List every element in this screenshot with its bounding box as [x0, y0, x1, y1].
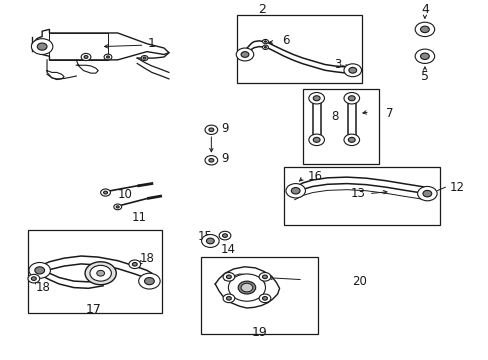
Circle shape [343, 64, 361, 77]
Circle shape [285, 184, 305, 198]
Circle shape [90, 265, 111, 281]
Text: 8: 8 [330, 110, 338, 123]
Text: 7: 7 [385, 107, 393, 120]
Circle shape [97, 270, 104, 276]
Text: 2: 2 [257, 3, 265, 16]
Circle shape [259, 273, 270, 281]
Text: 15: 15 [198, 230, 212, 243]
Text: 11: 11 [132, 211, 147, 224]
Bar [27, 230, 161, 313]
Circle shape [264, 41, 266, 42]
Circle shape [308, 93, 324, 104]
Circle shape [264, 46, 266, 48]
Circle shape [201, 234, 219, 247]
Circle shape [204, 125, 217, 134]
Circle shape [262, 275, 267, 279]
Circle shape [343, 93, 359, 104]
Text: 4: 4 [420, 3, 428, 16]
Circle shape [103, 191, 107, 194]
Circle shape [236, 48, 253, 61]
Bar [200, 257, 317, 334]
Circle shape [104, 54, 112, 60]
Circle shape [28, 274, 40, 283]
Circle shape [222, 234, 227, 237]
Text: 9: 9 [221, 152, 228, 165]
Text: 3: 3 [334, 58, 341, 71]
Circle shape [81, 53, 91, 60]
Circle shape [223, 273, 234, 281]
Circle shape [206, 238, 214, 244]
Circle shape [114, 204, 122, 210]
Circle shape [226, 275, 231, 279]
Text: 14: 14 [220, 243, 235, 256]
Circle shape [226, 297, 231, 300]
Text: 20: 20 [351, 275, 366, 288]
Circle shape [262, 297, 267, 300]
Circle shape [208, 128, 213, 132]
Circle shape [144, 278, 154, 285]
Circle shape [420, 26, 428, 33]
Circle shape [139, 273, 160, 289]
Circle shape [85, 262, 116, 285]
Circle shape [219, 231, 230, 240]
Circle shape [208, 158, 213, 162]
Circle shape [31, 39, 53, 54]
Circle shape [262, 40, 268, 44]
Circle shape [116, 206, 119, 208]
Circle shape [347, 96, 354, 101]
Circle shape [241, 51, 248, 57]
Circle shape [420, 53, 428, 59]
Circle shape [29, 262, 50, 278]
Circle shape [143, 57, 146, 59]
Circle shape [291, 188, 300, 194]
Text: 18: 18 [140, 252, 155, 265]
Circle shape [414, 22, 434, 37]
Circle shape [241, 283, 252, 292]
Bar [237, 15, 361, 83]
Circle shape [106, 56, 109, 58]
Text: 6: 6 [282, 34, 289, 47]
Circle shape [37, 43, 47, 50]
Circle shape [422, 190, 431, 197]
Circle shape [308, 134, 324, 145]
Circle shape [31, 277, 36, 280]
Text: 5: 5 [420, 69, 428, 82]
Text: 16: 16 [307, 170, 322, 183]
Circle shape [313, 137, 320, 142]
Circle shape [228, 274, 265, 301]
Text: 12: 12 [448, 181, 463, 194]
Text: 18: 18 [36, 281, 51, 294]
Circle shape [348, 67, 356, 73]
Circle shape [84, 55, 88, 58]
Circle shape [238, 281, 255, 294]
Bar [283, 167, 439, 225]
Circle shape [262, 45, 268, 49]
Circle shape [259, 294, 270, 303]
Bar [303, 89, 378, 164]
Text: 13: 13 [350, 187, 365, 200]
Circle shape [223, 294, 234, 303]
Circle shape [417, 186, 436, 201]
Circle shape [101, 189, 110, 196]
Circle shape [347, 137, 354, 142]
Circle shape [343, 134, 359, 145]
Text: 1: 1 [147, 37, 156, 50]
Text: 17: 17 [85, 303, 101, 316]
Circle shape [141, 55, 148, 60]
Circle shape [132, 262, 137, 266]
Text: 19: 19 [251, 326, 266, 339]
Circle shape [129, 260, 141, 269]
Circle shape [414, 49, 434, 63]
Text: 9: 9 [221, 122, 228, 135]
Circle shape [35, 267, 44, 274]
Text: 10: 10 [117, 188, 132, 201]
Circle shape [204, 156, 217, 165]
Circle shape [313, 96, 320, 101]
